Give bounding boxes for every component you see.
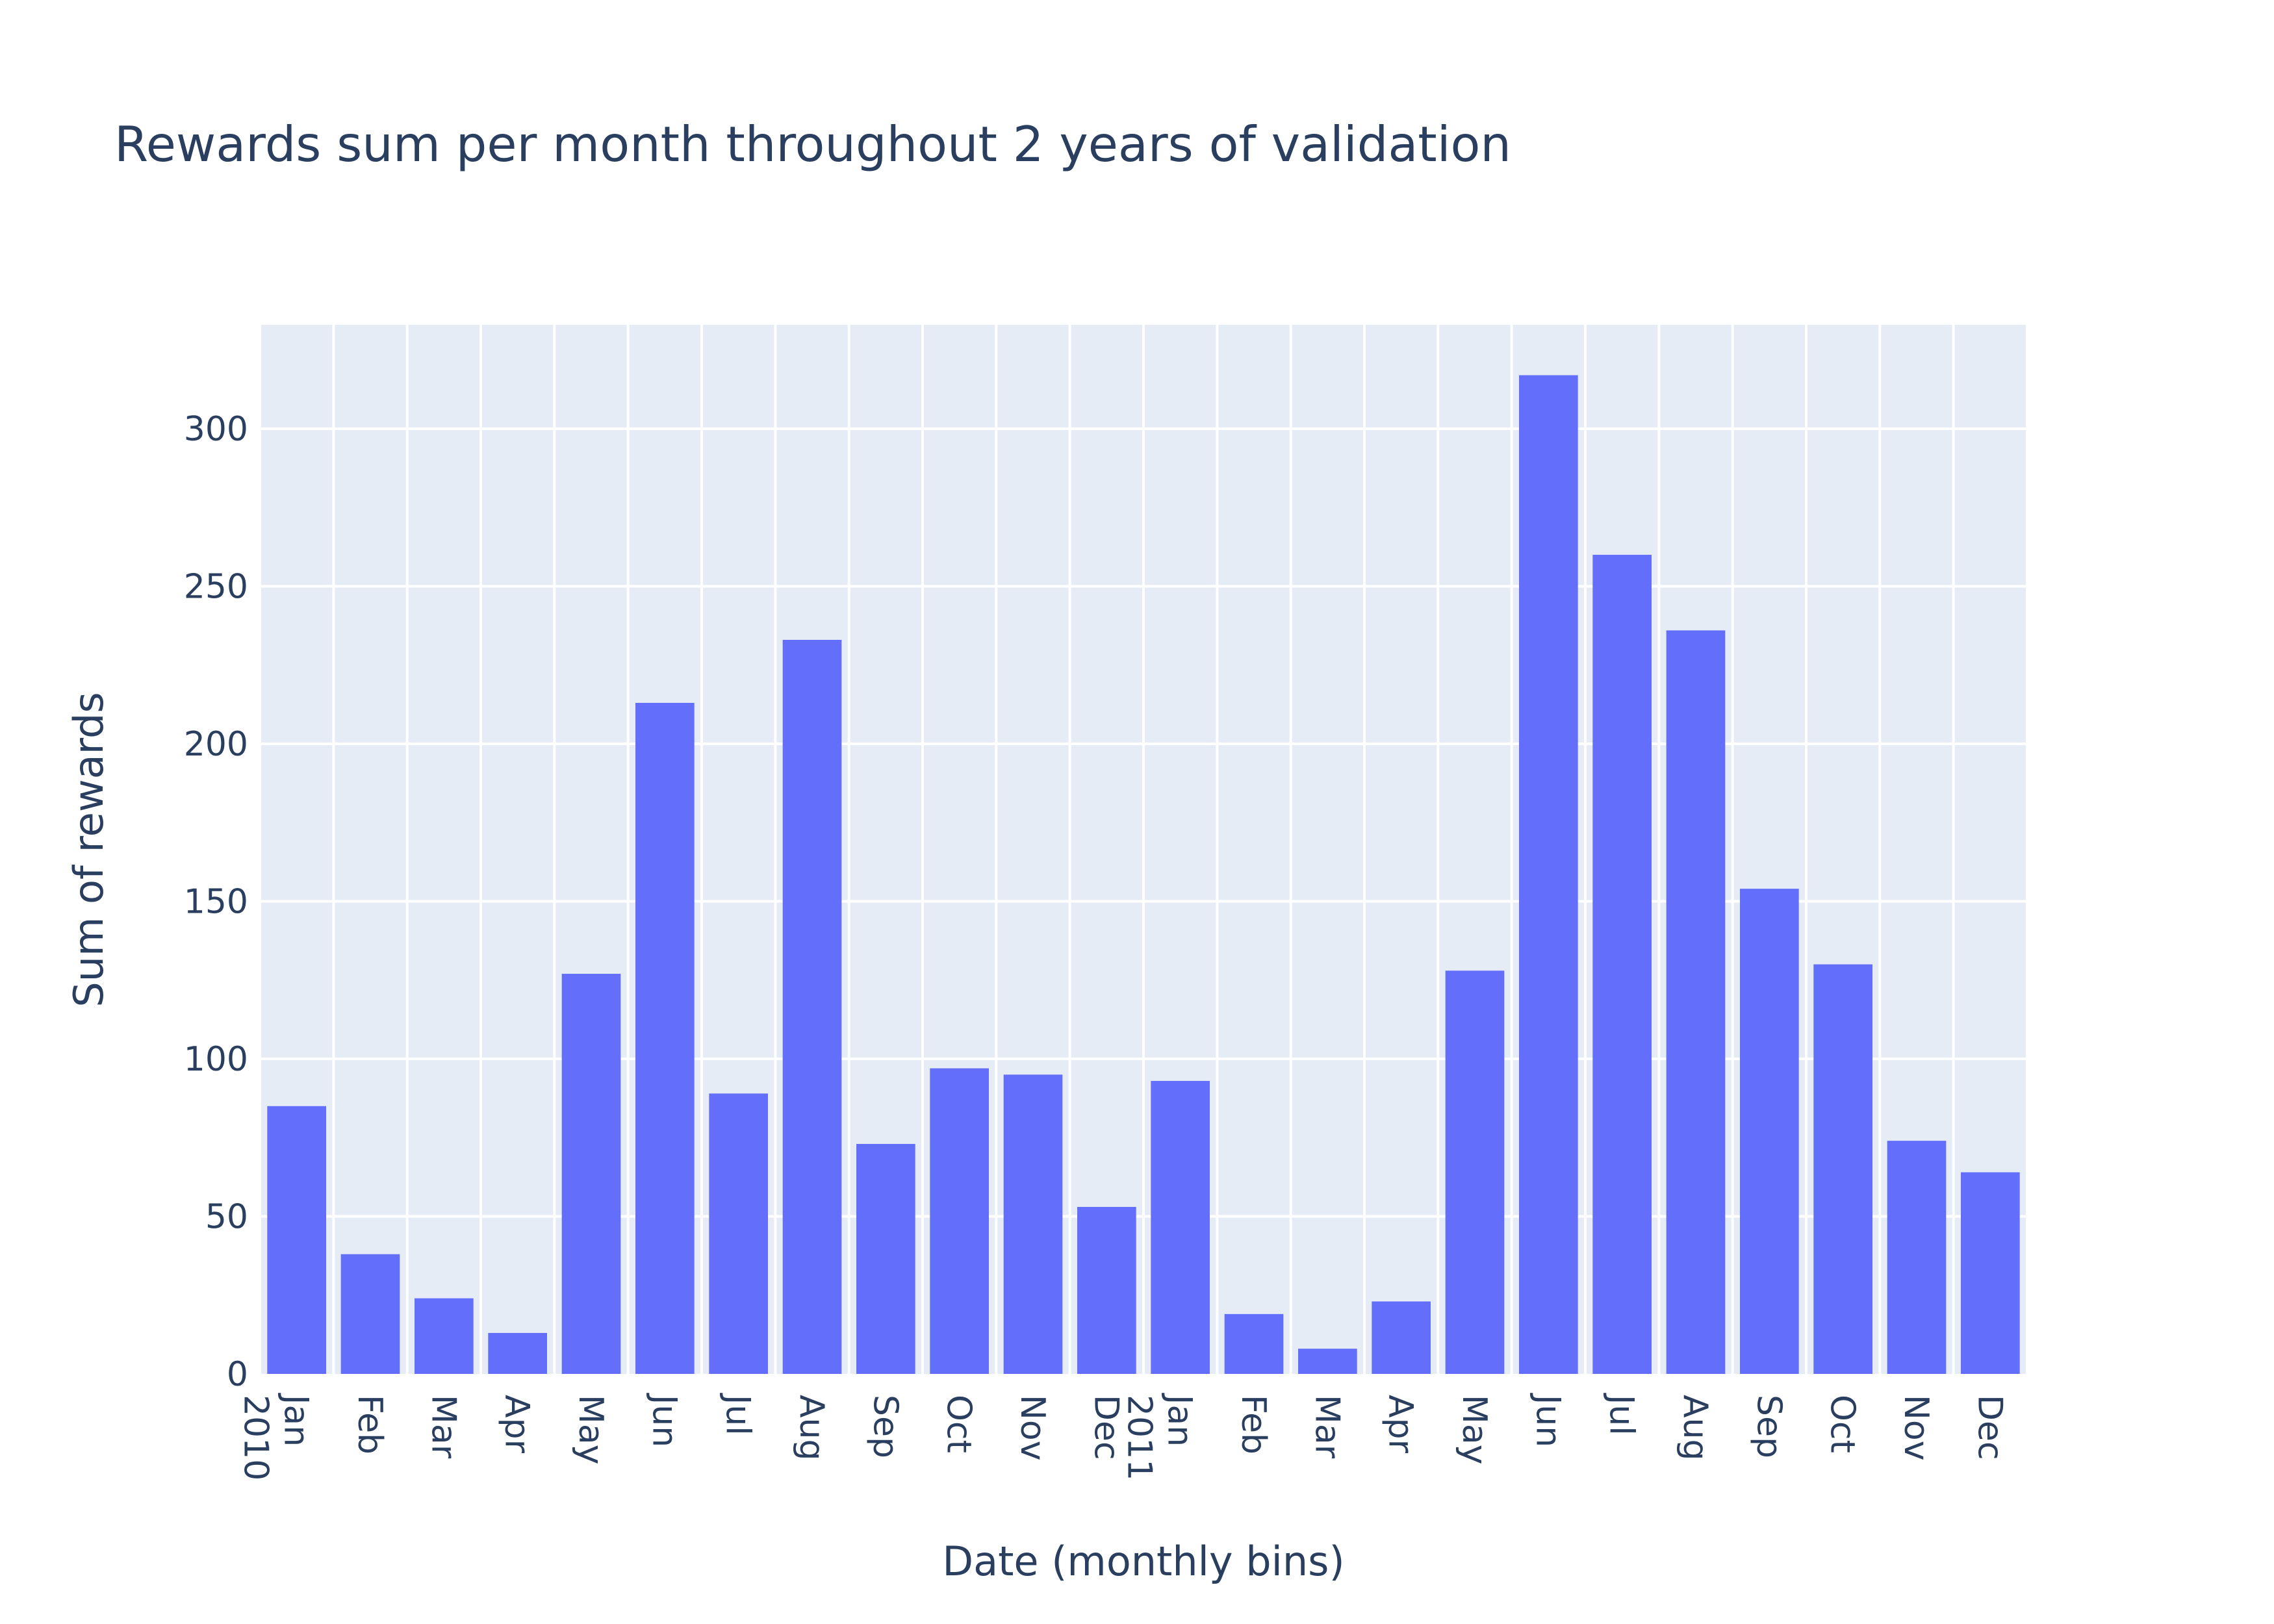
bar-2010-12 xyxy=(1077,1206,1136,1374)
bar-2010-03 xyxy=(415,1298,474,1374)
bar-2011-09 xyxy=(1740,889,1799,1374)
x-tick-label-month: Apr xyxy=(1381,1395,1420,1454)
y-axis-ticks: 0 50 100 150 200 250 300 xyxy=(184,410,248,1394)
x-tick-label-month: Jul xyxy=(719,1393,758,1436)
x-tick-label-month: Oct xyxy=(1823,1395,1862,1453)
x-tick-label-month: Aug xyxy=(792,1395,831,1461)
y-tick-label: 50 xyxy=(205,1198,248,1237)
bar-2010-04 xyxy=(488,1332,547,1374)
bar-2010-07 xyxy=(709,1093,768,1374)
bar-2011-02 xyxy=(1224,1313,1284,1374)
bar-2011-07 xyxy=(1592,555,1652,1374)
x-tick-label-month: Mar xyxy=(424,1395,463,1459)
y-tick-label: 150 xyxy=(184,883,248,922)
bar-2011-04 xyxy=(1372,1301,1431,1374)
x-tick-label-month: Feb xyxy=(350,1395,389,1454)
bar-2010-09 xyxy=(856,1143,915,1374)
bar-2011-03 xyxy=(1298,1349,1357,1374)
bar-2011-06 xyxy=(1519,375,1578,1374)
x-tick-label-month: Jan xyxy=(1160,1393,1199,1447)
x-tick-label-month: Jan xyxy=(277,1393,316,1447)
bar-2010-11 xyxy=(1003,1074,1063,1374)
bar-2011-11 xyxy=(1887,1141,1947,1374)
chart-title: Rewards sum per month throughout 2 years… xyxy=(114,116,1511,173)
bar-2010-08 xyxy=(782,639,842,1374)
bar-2011-10 xyxy=(1813,964,1872,1374)
bar-2010-06 xyxy=(635,702,695,1374)
gridlines xyxy=(259,325,2028,1374)
x-tick-label-month: May xyxy=(1455,1395,1494,1465)
x-tick-label-month: Mar xyxy=(1307,1395,1346,1459)
y-tick-label: 250 xyxy=(184,568,248,607)
y-tick-label: 300 xyxy=(184,410,248,449)
x-tick-label-year: 2011 xyxy=(1120,1395,1159,1480)
y-tick-label: 0 xyxy=(227,1355,248,1394)
bar-2011-05 xyxy=(1445,971,1505,1374)
x-tick-label-month: Sep xyxy=(1749,1395,1788,1458)
x-tick-label-month: Jun xyxy=(1528,1393,1567,1447)
bar-2010-05 xyxy=(561,974,621,1374)
x-tick-label-month: May xyxy=(571,1395,610,1465)
bar-series xyxy=(267,375,2020,1374)
bar-2011-01 xyxy=(1151,1080,1210,1374)
y-tick-label: 100 xyxy=(184,1040,248,1079)
bar-2011-12 xyxy=(1961,1172,2020,1374)
x-tick-label-month: Aug xyxy=(1676,1395,1715,1461)
bar-2011-08 xyxy=(1666,630,1726,1374)
x-tick-label-month: Jul xyxy=(1602,1393,1641,1436)
x-tick-label-year: 2010 xyxy=(236,1395,275,1480)
x-tick-label-month: Feb xyxy=(1234,1395,1273,1454)
x-tick-label-month: Apr xyxy=(498,1395,537,1454)
bar-2010-02 xyxy=(340,1254,400,1374)
x-tick-label-month: Nov xyxy=(1897,1395,1935,1461)
bar-2010-10 xyxy=(930,1068,989,1374)
x-tick-label-month: Dec xyxy=(1970,1395,2009,1460)
x-axis-title: Date (monthly bins) xyxy=(942,1538,1344,1585)
y-tick-label: 200 xyxy=(184,725,248,764)
y-axis-title: Sum of rewards xyxy=(65,692,112,1007)
x-tick-label-month: Dec xyxy=(1086,1395,1125,1460)
x-tick-label-month: Jun xyxy=(645,1393,683,1447)
x-tick-label-month: Nov xyxy=(1013,1395,1052,1461)
bar-2010-01 xyxy=(267,1106,326,1374)
x-tick-label-month: Oct xyxy=(939,1395,978,1453)
x-tick-label-month: Sep xyxy=(865,1395,904,1458)
